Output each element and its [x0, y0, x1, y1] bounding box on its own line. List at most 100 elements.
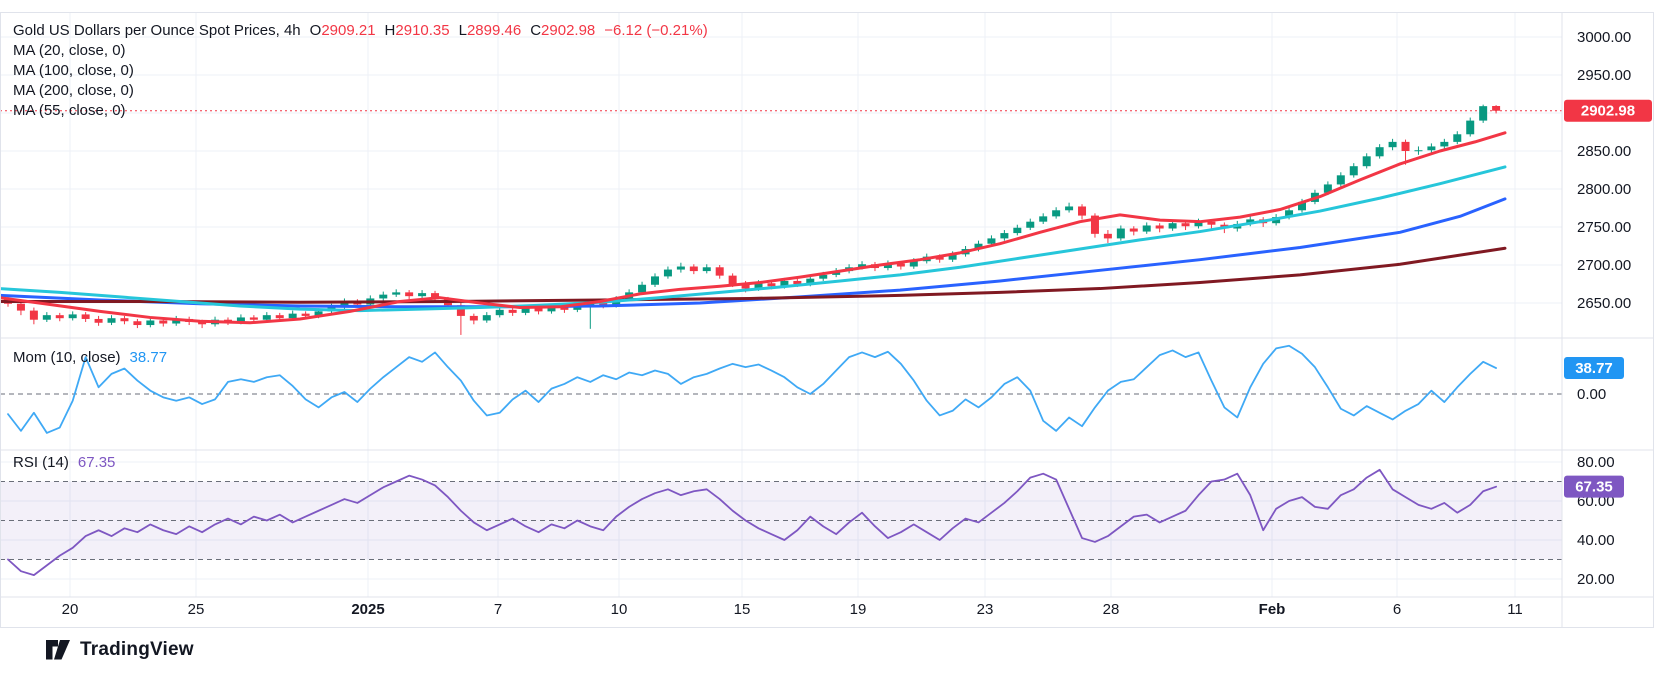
time-axis-label: 20	[62, 601, 79, 618]
momentum-legend-row[interactable]: Mom (10, close) 38.77	[13, 349, 167, 366]
legend-row-ma100[interactable]: MA (100, close, 0)	[13, 62, 134, 79]
rsi-legend-row[interactable]: RSI (14) 67.35	[13, 454, 115, 471]
ohlc-close: C2902.98	[530, 22, 596, 39]
candle-body	[456, 305, 465, 316]
candle-body	[1336, 175, 1345, 185]
gridlines-layer	[0, 12, 1562, 597]
candle-body	[1194, 221, 1203, 227]
candle-body	[1466, 120, 1475, 135]
candle-body	[107, 318, 116, 323]
candle-body	[896, 263, 905, 267]
candle-body	[262, 315, 271, 320]
candle-body	[1246, 219, 1255, 224]
time-axis-label: 2025	[351, 601, 384, 618]
momentum-label: Mom (10, close)	[13, 349, 121, 366]
candle-body	[1323, 184, 1332, 193]
candle-body	[715, 267, 724, 276]
candle-body	[1479, 106, 1488, 121]
candle-body	[42, 315, 51, 320]
candle-body	[534, 308, 543, 312]
candle-body	[495, 309, 504, 316]
candle-body	[974, 243, 983, 250]
candle-body	[1414, 150, 1423, 152]
candle-body	[638, 284, 647, 293]
candle-body	[1285, 210, 1294, 218]
candle-body	[1207, 221, 1216, 225]
symbol-legend-row[interactable]: Gold US Dollars per Ounce Spot Prices, 4…	[13, 21, 708, 41]
candle-body	[392, 292, 401, 295]
rsi-band	[0, 481, 1562, 560]
candle-body	[689, 266, 698, 272]
price-axis-label: 2750.00	[1577, 219, 1631, 236]
momentum-axis-label: 0.00	[1577, 386, 1606, 403]
candle-body	[469, 315, 478, 321]
candle-body	[1362, 156, 1371, 167]
legend-row-ma200[interactable]: MA (200, close, 0)	[13, 82, 134, 99]
time-axis-label: 23	[977, 601, 994, 618]
candle-body	[1401, 141, 1410, 151]
axis-labels-layer: 3000.00 2950.00 2850.00 2800.00 2750.00 2700.…	[62, 29, 1632, 618]
candle-body	[340, 301, 349, 307]
candle-body	[819, 274, 828, 279]
ma55-line	[0, 165, 1507, 313]
price-axis-label: 2650.00	[1577, 295, 1631, 312]
candle-body	[1090, 215, 1099, 234]
candle-body	[159, 320, 168, 324]
candle-body	[702, 267, 711, 272]
momentum-value: 38.77	[129, 349, 168, 366]
candle-body	[314, 311, 323, 316]
candle-body	[55, 315, 64, 319]
candle-body	[1000, 233, 1009, 239]
candle-body	[508, 309, 517, 313]
candle-body	[521, 308, 530, 313]
candle-body	[1168, 223, 1177, 229]
candle-body	[249, 317, 258, 320]
candle-body	[146, 320, 155, 326]
candle-body	[236, 317, 245, 322]
ma200-line	[0, 246, 1507, 304]
time-axis-label: 19	[850, 601, 867, 618]
candle-body	[1181, 223, 1190, 227]
time-axis-label: 10	[611, 601, 628, 618]
candle-body	[948, 254, 957, 260]
rsi-line	[7, 468, 1497, 576]
time-axis-label: 6	[1393, 601, 1401, 618]
candle-body	[651, 276, 659, 285]
legend-row-ma20[interactable]: MA (20, close, 0)	[13, 42, 126, 59]
candle-body	[1349, 166, 1358, 176]
candle-body	[1078, 206, 1087, 216]
candle-body	[754, 283, 763, 289]
candle-body	[909, 261, 918, 267]
candle-body	[663, 269, 672, 277]
time-axis-label: Feb	[1259, 601, 1286, 618]
candle-body	[275, 315, 284, 319]
price-axis-label: 3000.00	[1577, 29, 1631, 46]
candle-body	[780, 280, 789, 287]
candle-body	[133, 321, 142, 326]
candle-body	[198, 322, 207, 325]
legend-row-ma55[interactable]: MA (55, close, 0)	[13, 102, 126, 119]
price-axis-label: 2800.00	[1577, 181, 1631, 198]
candle-body	[728, 275, 737, 284]
candle-body	[1155, 225, 1164, 229]
candle-body	[16, 303, 25, 311]
candle-body	[560, 306, 569, 310]
tradingview-branding[interactable]: TradingView	[45, 638, 194, 662]
rsi-value: 67.35	[77, 454, 116, 471]
candle-body	[68, 314, 77, 319]
candle-body	[599, 302, 608, 306]
candle-body	[1427, 146, 1436, 151]
candle-body	[81, 314, 90, 319]
candle-body	[1013, 227, 1022, 234]
candle-body	[1298, 201, 1306, 211]
candle-body	[767, 283, 776, 287]
ohlc-low: L2899.46	[458, 22, 522, 39]
chart-legend: Gold US Dollars per Ounce Spot Prices, 4…	[13, 21, 708, 121]
price-axis[interactable]	[1562, 12, 1654, 597]
time-axis[interactable]	[0, 597, 1562, 628]
price-change: −6.12 (−0.21%)	[604, 22, 708, 39]
rsi-axis-label: 40.00	[1577, 532, 1615, 549]
candle-body	[1052, 210, 1061, 217]
ma20-line	[0, 131, 1507, 325]
